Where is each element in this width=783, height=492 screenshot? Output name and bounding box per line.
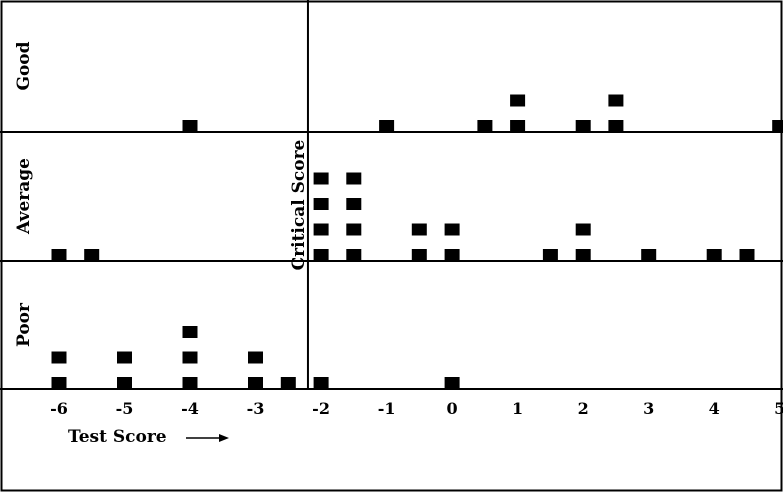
x-axis-arrow-icon	[186, 434, 229, 442]
data-marker-average	[313, 198, 329, 210]
x-tick-labels: -6 -5 -4 -3 -2 -1 0 1 2 3 4 5	[50, 399, 783, 418]
data-marker-average	[739, 249, 755, 261]
x-tick-label: 1	[512, 399, 523, 418]
data-marker-average	[313, 249, 329, 261]
data-marker-poor	[280, 377, 296, 389]
data-marker-poor	[444, 377, 460, 389]
data-marker-average	[575, 249, 591, 261]
data-marker-average	[411, 249, 427, 261]
data-marker-average	[411, 223, 427, 236]
x-tick-label: 5	[774, 399, 783, 418]
data-marker-good	[608, 94, 624, 107]
data-marker-poor	[182, 351, 198, 364]
data-marker-poor	[248, 351, 263, 364]
data-markers	[51, 94, 783, 389]
x-axis-label: Test Score	[68, 427, 167, 447]
data-marker-poor	[182, 377, 198, 389]
data-marker-good	[477, 120, 493, 132]
x-tick-label: 0	[447, 399, 458, 418]
data-marker-poor	[182, 326, 198, 338]
data-marker-average	[51, 249, 67, 261]
data-marker-poor	[117, 377, 132, 389]
data-marker-average	[346, 249, 362, 261]
critical-score-label: Critical Score	[289, 139, 309, 270]
data-marker-poor	[51, 377, 67, 389]
data-marker-average	[641, 249, 657, 261]
data-marker-average	[706, 249, 722, 261]
x-tick-label: 4	[709, 399, 720, 418]
data-marker-average	[313, 223, 329, 236]
data-marker-average	[84, 249, 100, 261]
data-marker-average	[346, 223, 362, 236]
data-marker-average	[346, 198, 362, 210]
data-marker-average	[444, 249, 460, 261]
x-tick-label: -1	[378, 399, 396, 418]
x-tick-label: -2	[312, 399, 330, 418]
data-marker-poor	[117, 351, 132, 364]
data-marker-good	[379, 120, 395, 132]
data-marker-good	[608, 120, 624, 132]
data-marker-average	[444, 223, 460, 236]
data-marker-average	[346, 172, 362, 185]
data-marker-poor	[248, 377, 263, 389]
x-tick-label: 2	[578, 399, 589, 418]
data-marker-average	[575, 223, 591, 236]
data-marker-average	[313, 172, 329, 185]
x-tick-label: -4	[181, 399, 199, 418]
x-tick-label: 3	[643, 399, 654, 418]
band-label-good: Good	[14, 41, 34, 90]
band-label-average: Average	[14, 158, 34, 235]
data-marker-good	[575, 120, 591, 132]
data-marker-poor	[313, 377, 329, 389]
data-marker-good	[772, 120, 783, 132]
x-tick-label: -5	[116, 399, 134, 418]
x-tick-label: -6	[50, 399, 68, 418]
data-marker-good	[510, 120, 526, 132]
x-tick-label: -3	[247, 399, 265, 418]
data-marker-good	[510, 94, 526, 107]
data-marker-poor	[51, 351, 67, 364]
data-marker-good	[182, 120, 198, 132]
data-marker-average	[542, 249, 558, 261]
band-label-poor: Poor	[14, 302, 34, 347]
